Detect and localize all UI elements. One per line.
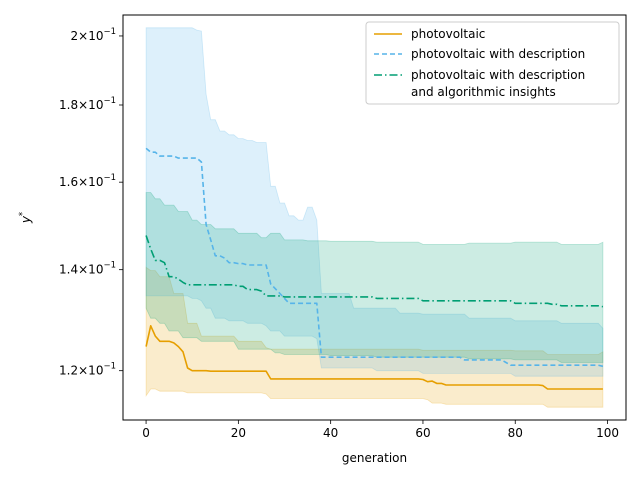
x-tick-label: 20	[231, 426, 246, 440]
legend-label-2: photovoltaic with description	[411, 47, 585, 61]
y-tick-label: 1.8×10−1	[59, 96, 116, 112]
line-series-1	[145, 324, 603, 390]
x-tick-label: 0	[142, 426, 150, 440]
y-axis-label: y*	[18, 212, 33, 224]
confidence-bands	[145, 27, 604, 408]
legend-label-3: and algorithmic insights	[411, 85, 556, 99]
y-tick-label: 1.2×10−1	[59, 362, 116, 378]
y-tick-label: 1.6×10−1	[59, 173, 116, 189]
legend-label-1: photovoltaic	[411, 27, 485, 41]
line-series-2	[145, 147, 604, 368]
legend-label-3: photovoltaic with description	[411, 68, 585, 82]
legend-box	[365, 21, 620, 105]
band-series-3	[145, 192, 604, 363]
x-tick-label: 80	[508, 426, 523, 440]
band-series-1	[145, 266, 604, 408]
x-axis-label: generation	[342, 451, 407, 465]
band-series-2	[145, 27, 604, 377]
series-lines	[145, 147, 604, 390]
y-axis: 1.2×10−1 1.4×10−1 1.6×10−1 1.8×10−1 2×10−1	[59, 27, 123, 378]
x-tick-label: 40	[323, 426, 338, 440]
y-tick-label: 2×10−1	[71, 27, 117, 43]
legend: photovoltaic photovoltaic with descriptio…	[365, 21, 620, 105]
x-tick-label: 60	[415, 426, 430, 440]
x-axis: 0 20 40 60 80 100	[142, 420, 619, 440]
axes-frame	[122, 14, 627, 421]
x-tick-label: 100	[596, 426, 619, 440]
line-series-3	[145, 235, 604, 308]
y-tick-label: 1.4×10−1	[59, 261, 116, 277]
